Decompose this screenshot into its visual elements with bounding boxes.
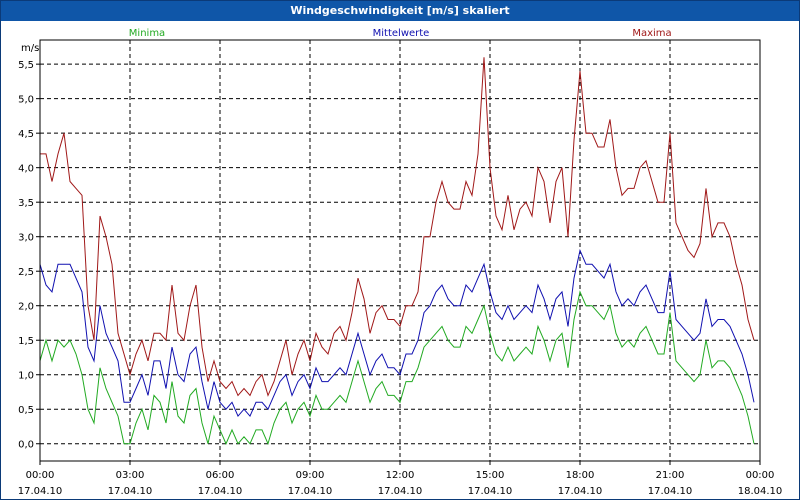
legend-mittelwerte: Mittelwerte [373,28,430,39]
x-tick-label-date: 17.04.10 [648,486,693,497]
x-tick-label-time: 00:00 [26,470,55,481]
y-tick-label: 1,5 [18,336,34,347]
legend-minima: Minima [129,28,165,39]
series-lines [39,57,755,446]
y-tick-label: 5,0 [18,95,34,106]
x-tick-label-time: 18:00 [566,470,595,481]
x-tick-label-date: 17.04.10 [198,486,243,497]
y-tick-label: 4,5 [18,129,34,140]
series-line-minima [39,290,755,446]
series-line-maxima [40,57,755,397]
x-tick-label-time: 06:00 [206,470,235,481]
chart-title: Windgeschwindigkeit [m/s] skaliert [1,1,799,21]
x-tick-label-time: 12:00 [386,470,415,481]
x-tick-label-date: 17.04.10 [18,486,63,497]
grid [40,40,760,461]
x-tick-label-date: 17.04.10 [468,486,513,497]
plot-area-border [39,39,761,462]
x-tick-label-date: 17.04.10 [378,486,423,497]
series-line-mittelwerte [39,248,755,418]
x-tick-label-time: 21:00 [656,470,685,481]
y-tick-label: 2,5 [18,267,34,278]
y-tick-label: 0,0 [18,440,34,451]
axes [36,39,761,465]
x-tick-label-time: 09:00 [296,470,325,481]
y-tick-label: 1,0 [18,371,34,382]
y-tick-label: 4,0 [18,164,34,175]
x-tick-label-date: 17.04.10 [288,486,333,497]
legend-maxima: Maxima [632,28,671,39]
labels: 0,0 0,5 1,0 1,5 2,0 2,5 3,0 3,5 4,0 4,5 5,0 5,5 00:0… [18,28,783,497]
x-tick-label-date: 18.04.10 [738,486,783,497]
y-tick-label: 3,0 [18,233,34,244]
y-tick-label: 0,5 [18,405,34,416]
x-tick-label-date: 17.04.10 [108,486,153,497]
x-tick-label-time: 00:00 [746,470,775,481]
x-tick-label-time: 15:00 [476,470,505,481]
x-tick-label-date: 17.04.10 [558,486,603,497]
y-axis-unit-label: m/s [21,43,39,54]
y-tick-label: 5,5 [18,60,34,71]
y-tick-label: 2,0 [18,302,34,313]
y-tick-label: 3,5 [18,198,34,209]
x-tick-label-time: 03:00 [116,470,145,481]
